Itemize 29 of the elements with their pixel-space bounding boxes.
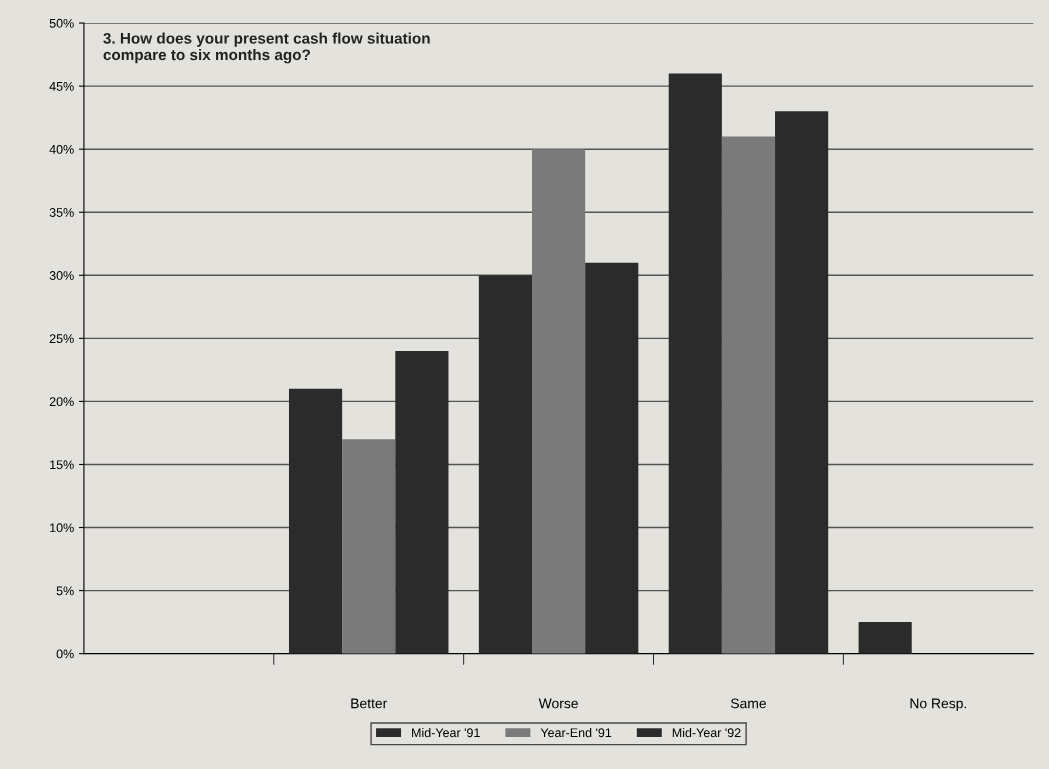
bar	[775, 111, 829, 654]
y-tick-label: 5%	[56, 586, 74, 596]
bar	[342, 439, 396, 654]
y-tick-label: 10%	[50, 523, 74, 533]
text: 3. How does your present cash flow situation compare to six months ago?	[103, 32, 430, 64]
legend-label: Year-End '91	[540, 727, 612, 738]
y-tick-label: 45%	[49, 81, 74, 91]
x-tick-label: No Resp.	[910, 698, 967, 712]
legend-label: Mid-Year '92	[672, 727, 741, 738]
bar	[668, 73, 722, 654]
bar	[585, 262, 639, 654]
bar	[288, 388, 343, 654]
y-tick-label: 20%	[49, 397, 74, 407]
y-tick-label: 0%	[56, 649, 74, 659]
bar	[721, 136, 776, 654]
y-tick-label: 40%	[49, 144, 74, 154]
y-tick-label: 35%	[49, 208, 74, 217]
bar	[532, 149, 586, 654]
y-tick-label: 15%	[50, 460, 74, 470]
x-tick-label: Better	[351, 698, 388, 709]
legend-label: Mid-Year '91	[412, 727, 480, 738]
bar	[858, 622, 912, 654]
y-tick-label: 25%	[49, 334, 74, 344]
y-tick-label: 50%	[49, 18, 74, 28]
bar	[478, 275, 533, 654]
x-tick-label: Same	[730, 698, 766, 709]
x-tick-label: Worse	[538, 698, 578, 709]
y-tick-label: 30%	[49, 271, 74, 280]
bar	[395, 350, 449, 654]
